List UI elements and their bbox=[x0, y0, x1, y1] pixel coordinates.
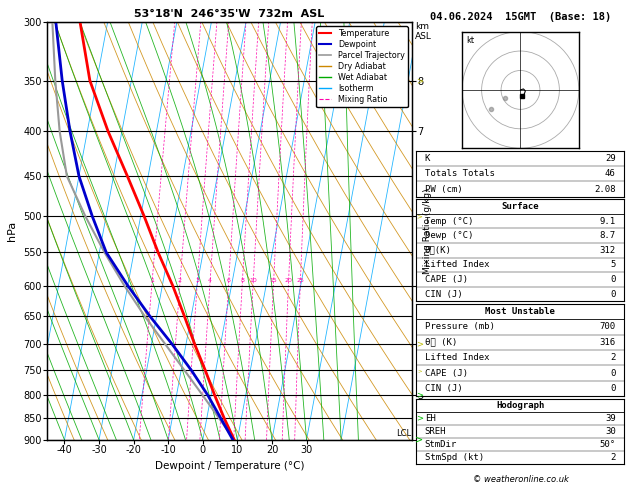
Text: CIN (J): CIN (J) bbox=[425, 384, 462, 393]
Text: 46: 46 bbox=[605, 169, 616, 178]
Y-axis label: hPa: hPa bbox=[8, 221, 18, 241]
Text: Pressure (mb): Pressure (mb) bbox=[425, 322, 494, 331]
Text: 8.7: 8.7 bbox=[599, 231, 616, 240]
Text: 700: 700 bbox=[599, 322, 616, 331]
Text: >: > bbox=[416, 213, 423, 219]
Text: Mixing Ratio (g/kg): Mixing Ratio (g/kg) bbox=[423, 188, 432, 274]
Legend: Temperature, Dewpoint, Parcel Trajectory, Dry Adiabat, Wet Adiabat, Isotherm, Mi: Temperature, Dewpoint, Parcel Trajectory… bbox=[316, 26, 408, 107]
Text: >: > bbox=[416, 391, 423, 399]
Text: LCL: LCL bbox=[396, 429, 411, 438]
Text: >: > bbox=[416, 435, 423, 445]
Text: 0: 0 bbox=[610, 290, 616, 298]
Text: Hodograph: Hodograph bbox=[496, 400, 544, 410]
Text: CAPE (J): CAPE (J) bbox=[425, 368, 468, 378]
Text: Lifted Index: Lifted Index bbox=[425, 353, 489, 362]
Text: 9.1: 9.1 bbox=[599, 217, 616, 226]
Text: 3: 3 bbox=[195, 278, 199, 283]
Text: 0: 0 bbox=[610, 384, 616, 393]
Text: 30: 30 bbox=[605, 427, 616, 436]
Text: 10: 10 bbox=[249, 278, 257, 283]
Text: 8: 8 bbox=[240, 278, 244, 283]
Text: Surface: Surface bbox=[501, 202, 539, 211]
Text: K: K bbox=[425, 154, 430, 163]
Text: StmSpd (kt): StmSpd (kt) bbox=[425, 453, 484, 462]
Text: 4: 4 bbox=[208, 278, 212, 283]
Text: EH: EH bbox=[425, 414, 435, 423]
Text: PW (cm): PW (cm) bbox=[425, 185, 462, 193]
Text: 53°18'N  246°35'W  732m  ASL: 53°18'N 246°35'W 732m ASL bbox=[135, 9, 325, 19]
Text: 2.08: 2.08 bbox=[594, 185, 616, 193]
Text: 2: 2 bbox=[178, 278, 182, 283]
Text: >: > bbox=[416, 76, 423, 85]
Text: θᴄ (K): θᴄ (K) bbox=[425, 338, 457, 347]
Text: SREH: SREH bbox=[425, 427, 446, 436]
Text: 0: 0 bbox=[610, 368, 616, 378]
Text: θᴄ(K): θᴄ(K) bbox=[425, 246, 452, 255]
Text: 0: 0 bbox=[610, 275, 616, 284]
Text: 2: 2 bbox=[610, 353, 616, 362]
Text: >: > bbox=[417, 368, 422, 373]
Text: © weatheronline.co.uk: © weatheronline.co.uk bbox=[472, 474, 569, 484]
Text: 316: 316 bbox=[599, 338, 616, 347]
Text: 2: 2 bbox=[610, 453, 616, 462]
Text: CAPE (J): CAPE (J) bbox=[425, 275, 468, 284]
Text: 29: 29 bbox=[605, 154, 616, 163]
Text: 6: 6 bbox=[226, 278, 230, 283]
Text: 1: 1 bbox=[150, 278, 153, 283]
Text: Most Unstable: Most Unstable bbox=[485, 307, 555, 316]
Text: 39: 39 bbox=[605, 414, 616, 423]
Text: 25: 25 bbox=[296, 278, 304, 283]
Text: 04.06.2024  15GMT  (Base: 18): 04.06.2024 15GMT (Base: 18) bbox=[430, 12, 611, 22]
Text: Dewp (°C): Dewp (°C) bbox=[425, 231, 473, 240]
Text: 15: 15 bbox=[270, 278, 277, 283]
Text: kt: kt bbox=[466, 36, 474, 45]
Text: 5: 5 bbox=[610, 260, 616, 269]
Text: Totals Totals: Totals Totals bbox=[425, 169, 494, 178]
Text: >: > bbox=[416, 340, 423, 349]
Text: >: > bbox=[416, 414, 423, 423]
Text: 20: 20 bbox=[284, 278, 292, 283]
Text: km
ASL: km ASL bbox=[415, 22, 432, 41]
X-axis label: Dewpoint / Temperature (°C): Dewpoint / Temperature (°C) bbox=[155, 461, 304, 471]
Text: 312: 312 bbox=[599, 246, 616, 255]
Text: StmDir: StmDir bbox=[425, 440, 457, 449]
Text: Lifted Index: Lifted Index bbox=[425, 260, 489, 269]
Text: Temp (°C): Temp (°C) bbox=[425, 217, 473, 226]
Text: 50°: 50° bbox=[599, 440, 616, 449]
Text: CIN (J): CIN (J) bbox=[425, 290, 462, 298]
